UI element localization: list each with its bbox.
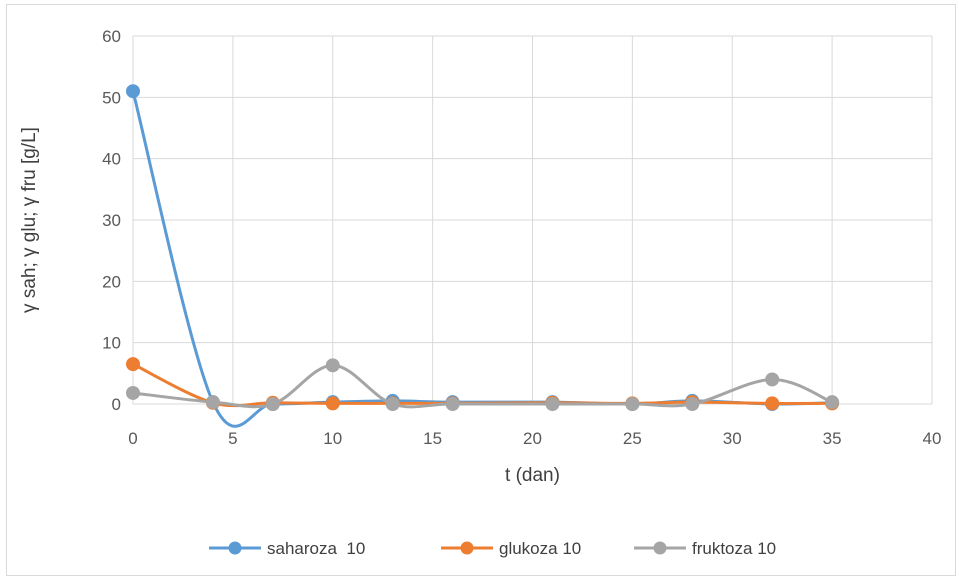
data-point [685,397,700,411]
series-2 [126,358,840,411]
series-line [132,362,833,408]
y-tick-label: 10 [102,334,121,353]
x-tick-label: 25 [623,429,642,448]
data-point [825,395,840,410]
x-tick-label: 20 [523,429,542,448]
legend-entry: saharoza 10 [209,539,365,558]
legend-marker [460,541,474,555]
y-tick-label: 30 [102,211,121,230]
x-tick-label: 5 [228,429,237,448]
y-tick-label: 0 [112,395,121,414]
x-axis-title: t (dan) [505,465,560,486]
series-layer [126,84,840,428]
x-tick-label: 10 [323,429,342,448]
x-tick-label: 0 [128,429,137,448]
data-point [445,397,460,411]
data-point [765,372,780,387]
data-point [385,397,400,411]
line-chart: 0 10 20 30 40 50 60 0 5 10 15 20 25 30 35 40 t (dan) γ … [19,27,941,558]
data-point [265,397,280,411]
x-tick-label: 35 [823,429,842,448]
data-point [625,397,640,411]
y-tick-label: 50 [102,88,121,107]
x-tick-label: 30 [723,429,742,448]
y-axis-title: γ sah; γ glu; γ fru [g/L] [19,127,40,313]
data-point [545,397,560,411]
data-point [126,385,140,400]
data-point [205,395,220,410]
y-tick-label: 40 [102,150,121,169]
data-point [765,396,780,411]
chart-frame: 0 10 20 30 40 50 60 0 5 10 15 20 25 30 35 40 t (dan) γ … [6,4,956,576]
y-tick-label: 60 [102,27,121,46]
legend-marker [653,541,667,555]
y-tick-label: 20 [102,272,121,291]
x-tick-label: 40 [923,429,942,448]
x-tick-label: 15 [423,429,442,448]
data-point [325,396,340,411]
series-line [131,90,833,428]
legend-label: fruktoza 10 [692,539,776,558]
data-point [126,357,140,372]
tick-labels: 0 10 20 30 40 50 60 0 5 10 15 20 25 30 35 40 [102,27,941,448]
legend-label: glukoza 10 [499,539,581,558]
data-point [126,84,140,99]
legend-entry: glukoza 10 [441,539,581,558]
gridlines [132,35,933,405]
legend-label: saharoza 10 [267,539,365,558]
data-point [325,358,340,373]
legend: saharoza 10 glukoza 10 fruktoza 10 [209,539,776,558]
legend-marker [228,541,242,555]
legend-entry: fruktoza 10 [634,539,776,558]
